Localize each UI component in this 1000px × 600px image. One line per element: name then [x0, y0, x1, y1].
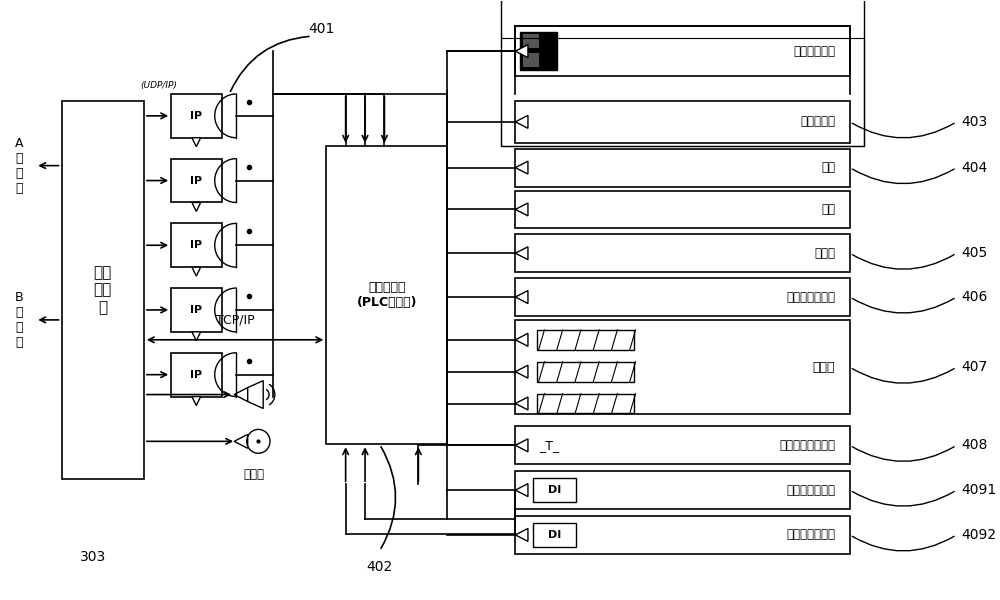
- Text: _T_: _T_: [539, 439, 559, 452]
- FancyBboxPatch shape: [515, 235, 850, 272]
- Polygon shape: [515, 397, 528, 410]
- FancyBboxPatch shape: [537, 330, 634, 350]
- FancyBboxPatch shape: [520, 32, 557, 70]
- Text: IP: IP: [190, 240, 202, 250]
- Text: 道口
交换
机: 道口 交换 机: [94, 265, 112, 315]
- Text: B
路
光
纤: B 路 光 纤: [15, 291, 23, 349]
- Text: 雨刷: 雨刷: [821, 203, 835, 216]
- Polygon shape: [515, 161, 528, 174]
- Text: 408: 408: [961, 439, 988, 452]
- Text: 遭断信号控制: 遭断信号控制: [793, 44, 835, 58]
- FancyBboxPatch shape: [537, 394, 634, 413]
- Text: 灯带: 灯带: [821, 161, 835, 174]
- Text: 室外手动的控制柜: 室外手动的控制柜: [779, 439, 835, 452]
- Text: 4091: 4091: [961, 483, 997, 497]
- Text: 道口控制器
(PLC控制器): 道口控制器 (PLC控制器): [357, 281, 417, 309]
- Text: 407: 407: [961, 360, 988, 374]
- Text: 303: 303: [80, 550, 107, 564]
- Polygon shape: [192, 332, 201, 341]
- FancyBboxPatch shape: [523, 34, 539, 48]
- FancyBboxPatch shape: [171, 94, 222, 138]
- FancyBboxPatch shape: [537, 362, 634, 382]
- FancyBboxPatch shape: [533, 478, 576, 502]
- Polygon shape: [515, 439, 528, 452]
- Polygon shape: [515, 203, 528, 216]
- Polygon shape: [192, 397, 201, 406]
- Polygon shape: [248, 380, 263, 409]
- FancyBboxPatch shape: [515, 101, 850, 143]
- Polygon shape: [515, 115, 528, 128]
- Text: 4092: 4092: [961, 528, 997, 542]
- Text: 拾鼿器: 拾鼿器: [243, 467, 264, 481]
- Polygon shape: [515, 529, 528, 541]
- Text: 道口到达传感器: 道口到达传感器: [786, 529, 835, 541]
- FancyBboxPatch shape: [171, 158, 222, 202]
- Polygon shape: [234, 388, 248, 401]
- Text: 补灯光: 补灯光: [814, 247, 835, 260]
- Text: 栏杆机: 栏杆机: [813, 361, 835, 374]
- Polygon shape: [192, 267, 201, 276]
- Polygon shape: [515, 44, 528, 58]
- FancyBboxPatch shape: [326, 146, 447, 445]
- Polygon shape: [515, 247, 528, 260]
- Polygon shape: [192, 202, 201, 211]
- Text: TCP/IP: TCP/IP: [216, 314, 254, 327]
- FancyBboxPatch shape: [171, 288, 222, 332]
- Text: 405: 405: [961, 246, 988, 260]
- FancyBboxPatch shape: [523, 53, 539, 67]
- FancyBboxPatch shape: [171, 353, 222, 397]
- FancyBboxPatch shape: [515, 471, 850, 509]
- Text: IP: IP: [190, 111, 202, 121]
- Text: 402: 402: [366, 560, 393, 574]
- Text: IP: IP: [190, 370, 202, 380]
- Text: IP: IP: [190, 176, 202, 185]
- Text: DI: DI: [548, 530, 561, 540]
- Polygon shape: [515, 484, 528, 497]
- Polygon shape: [234, 434, 248, 448]
- Text: 室外柜温控系统: 室外柜温控系统: [786, 290, 835, 304]
- FancyBboxPatch shape: [515, 191, 850, 229]
- FancyBboxPatch shape: [62, 101, 144, 479]
- FancyBboxPatch shape: [515, 427, 850, 464]
- Text: 406: 406: [961, 290, 988, 304]
- Text: A
路
光
纤: A 路 光 纤: [15, 137, 23, 194]
- Text: 403: 403: [961, 115, 988, 129]
- Text: IP: IP: [190, 305, 202, 315]
- Text: DI: DI: [548, 485, 561, 495]
- Text: 道口信号机: 道口信号机: [800, 115, 835, 128]
- FancyBboxPatch shape: [515, 516, 850, 554]
- Polygon shape: [192, 138, 201, 147]
- FancyBboxPatch shape: [515, 320, 850, 415]
- FancyBboxPatch shape: [171, 223, 222, 267]
- FancyBboxPatch shape: [515, 278, 850, 316]
- FancyBboxPatch shape: [515, 26, 850, 76]
- Text: 404: 404: [961, 161, 988, 175]
- Text: (UDP/IP): (UDP/IP): [140, 82, 177, 91]
- FancyBboxPatch shape: [515, 149, 850, 187]
- Polygon shape: [515, 365, 528, 378]
- FancyBboxPatch shape: [533, 523, 576, 547]
- Text: 道口接近传感器: 道口接近传感器: [786, 484, 835, 497]
- Polygon shape: [515, 290, 528, 304]
- Text: 401: 401: [308, 22, 335, 36]
- Polygon shape: [515, 334, 528, 346]
